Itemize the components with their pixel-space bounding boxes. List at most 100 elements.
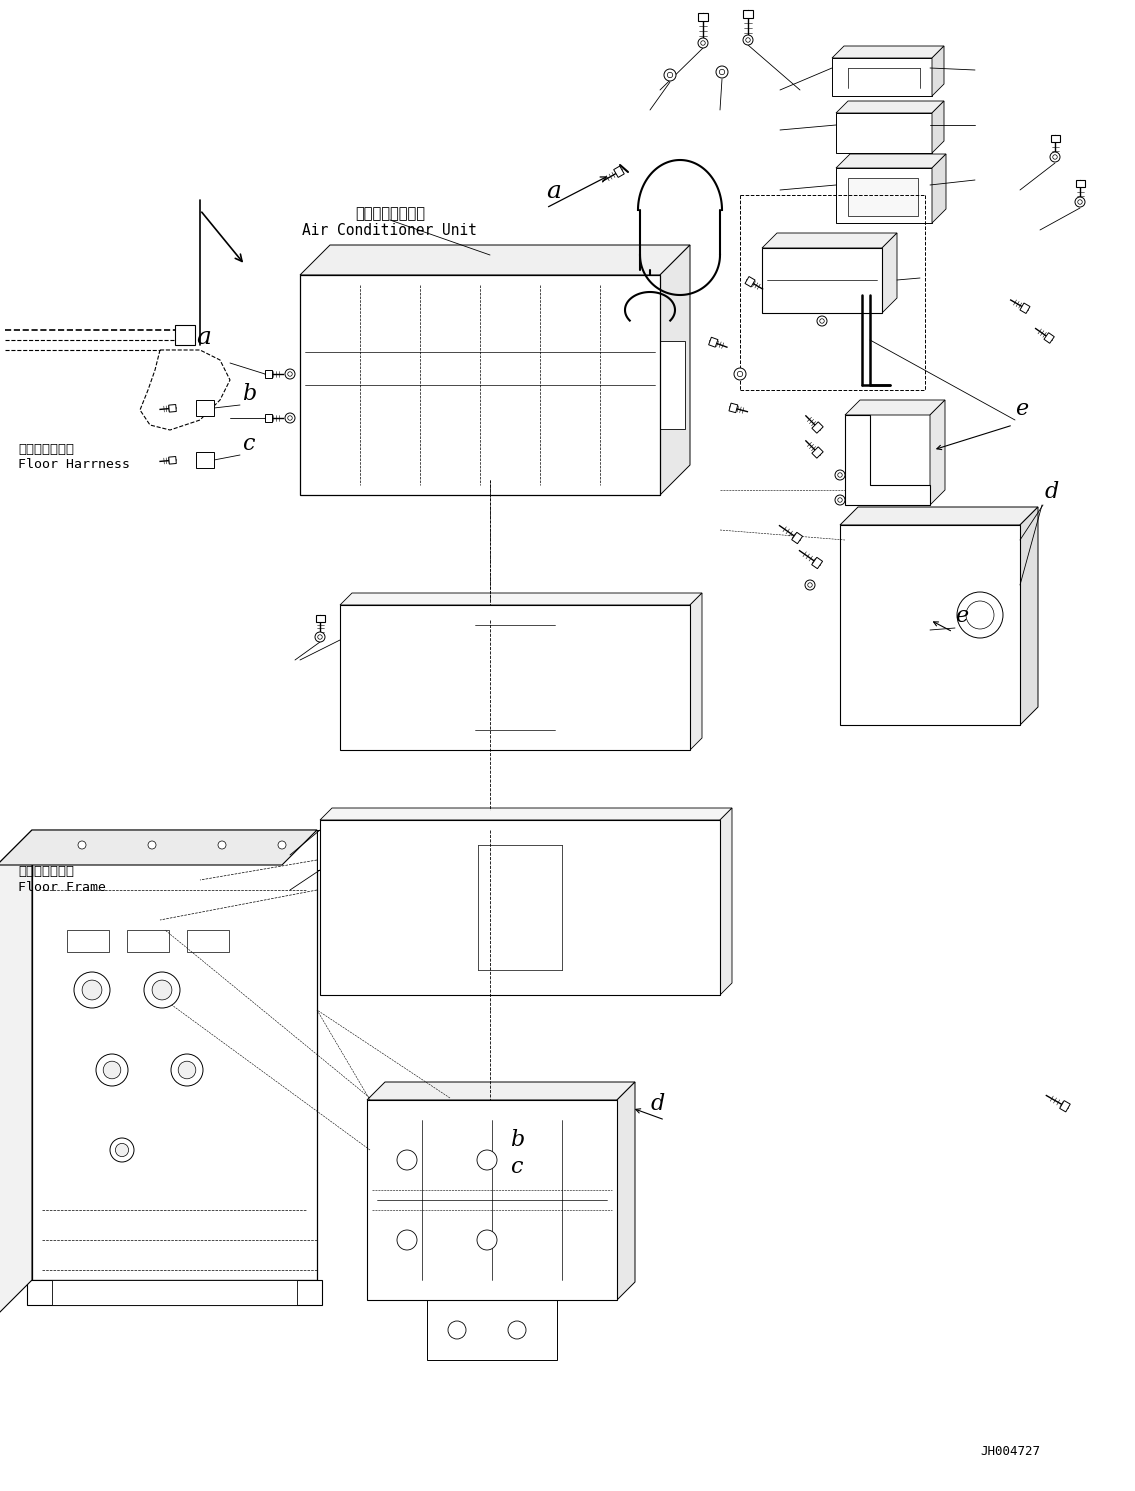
Circle shape (74, 972, 110, 1008)
Circle shape (78, 841, 86, 848)
Circle shape (144, 972, 180, 1008)
Polygon shape (932, 46, 944, 95)
Circle shape (171, 1054, 203, 1085)
Polygon shape (340, 593, 703, 605)
Polygon shape (1044, 332, 1054, 343)
Polygon shape (812, 558, 823, 568)
Circle shape (664, 69, 676, 81)
Polygon shape (659, 245, 690, 495)
Circle shape (388, 1284, 396, 1293)
Bar (1076, 180, 1085, 186)
Polygon shape (1020, 303, 1029, 313)
Circle shape (316, 632, 325, 643)
Circle shape (817, 316, 827, 327)
Polygon shape (844, 400, 945, 414)
Bar (196, 452, 215, 468)
Bar (555, 623, 675, 732)
Bar (836, 113, 932, 154)
Circle shape (743, 34, 753, 45)
Circle shape (103, 1062, 120, 1079)
Text: b: b (510, 1129, 524, 1151)
Bar (836, 168, 932, 224)
Polygon shape (367, 1082, 634, 1100)
Circle shape (700, 40, 705, 45)
Bar (840, 525, 1020, 725)
Bar (427, 1300, 557, 1360)
Bar (848, 177, 918, 216)
Bar (562, 842, 703, 974)
Polygon shape (140, 350, 230, 429)
Circle shape (110, 1138, 134, 1161)
Circle shape (278, 841, 286, 848)
Polygon shape (745, 276, 755, 286)
Polygon shape (300, 245, 690, 274)
Polygon shape (836, 101, 944, 113)
Circle shape (835, 470, 844, 480)
Bar (127, 930, 169, 951)
Text: Floor Harrness: Floor Harrness (18, 458, 131, 471)
Circle shape (720, 69, 725, 75)
Circle shape (116, 1144, 128, 1157)
Bar (27, 1279, 322, 1305)
Bar (850, 555, 980, 705)
Polygon shape (812, 422, 823, 434)
Polygon shape (882, 233, 897, 313)
Text: c: c (242, 432, 254, 455)
Circle shape (588, 1284, 596, 1293)
Text: a: a (546, 180, 561, 203)
Circle shape (288, 416, 292, 420)
Bar (1051, 136, 1059, 142)
Circle shape (185, 385, 195, 395)
Circle shape (148, 841, 155, 848)
Polygon shape (836, 154, 945, 168)
Circle shape (96, 1054, 128, 1085)
Polygon shape (690, 593, 703, 750)
Circle shape (734, 368, 746, 380)
Text: フロアハーネス: フロアハーネス (18, 443, 74, 456)
Polygon shape (169, 456, 176, 464)
Circle shape (1075, 197, 1085, 207)
Circle shape (835, 495, 844, 505)
Polygon shape (729, 403, 738, 413)
Bar (175, 325, 195, 344)
Bar (67, 930, 109, 951)
Circle shape (285, 368, 295, 379)
Bar (196, 400, 215, 416)
Circle shape (288, 371, 292, 376)
Polygon shape (317, 830, 437, 871)
Circle shape (838, 498, 842, 502)
Text: e: e (1015, 398, 1028, 420)
Polygon shape (320, 808, 732, 820)
Polygon shape (0, 830, 317, 865)
Circle shape (508, 1321, 526, 1339)
Polygon shape (617, 1082, 634, 1300)
Circle shape (746, 37, 750, 42)
Bar (316, 614, 325, 622)
Polygon shape (0, 830, 32, 1315)
Bar (698, 13, 708, 21)
Bar (367, 1100, 617, 1300)
Text: e: e (955, 605, 968, 628)
Bar (338, 842, 478, 974)
Text: d: d (1045, 482, 1059, 502)
Circle shape (218, 841, 226, 848)
Circle shape (160, 410, 170, 420)
Bar (52, 1279, 297, 1305)
Circle shape (178, 1062, 196, 1079)
Circle shape (438, 1284, 446, 1293)
Polygon shape (264, 370, 272, 379)
Circle shape (738, 371, 742, 377)
Polygon shape (720, 808, 732, 994)
Circle shape (1078, 200, 1083, 204)
Circle shape (1050, 152, 1060, 163)
Polygon shape (169, 404, 176, 412)
Circle shape (838, 473, 842, 477)
Bar (340, 605, 690, 750)
Text: c: c (510, 1156, 522, 1178)
Text: JH004727: JH004727 (980, 1445, 1040, 1458)
Text: フロアフレーム: フロアフレーム (18, 865, 74, 878)
Polygon shape (708, 337, 718, 347)
Polygon shape (1020, 507, 1039, 725)
Circle shape (716, 66, 728, 78)
Circle shape (488, 1284, 496, 1293)
